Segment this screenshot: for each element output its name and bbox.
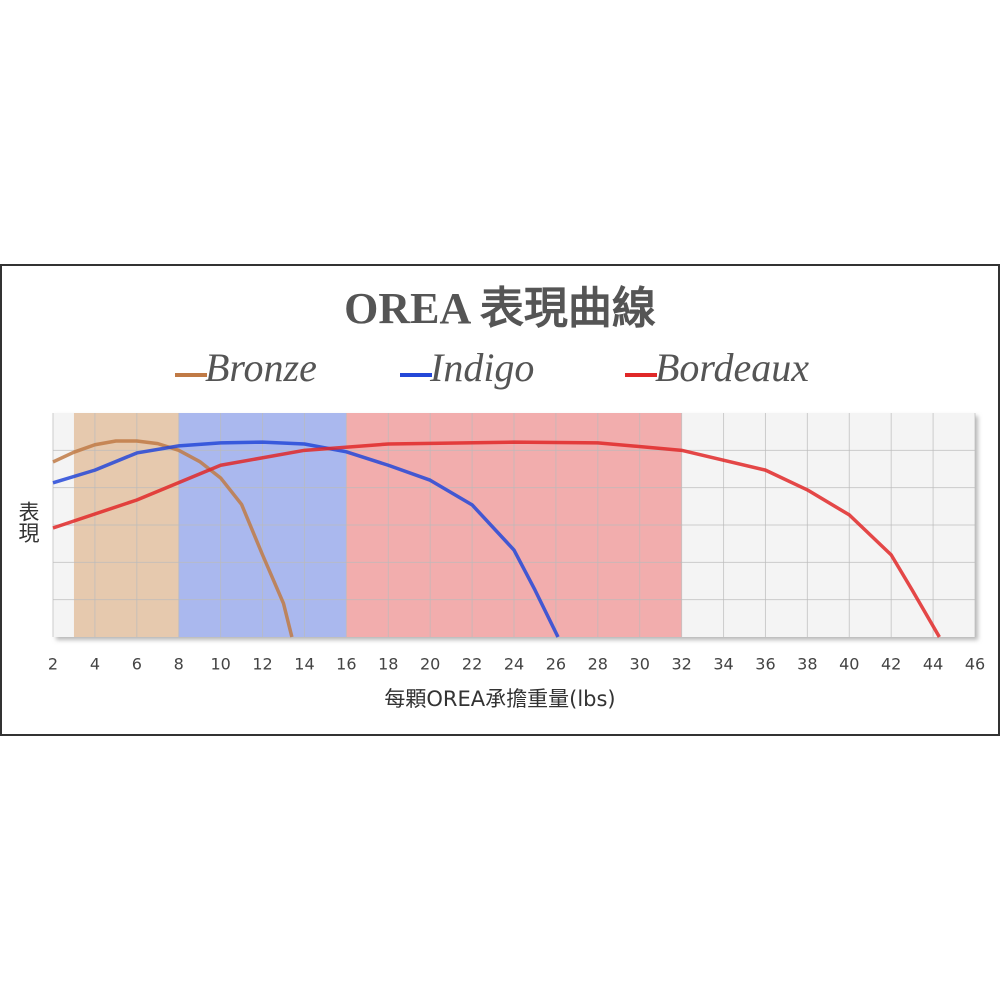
x-tick-label: 30 [630, 655, 650, 674]
x-tick-label: 2 [48, 655, 58, 674]
y-axis-label: 表現 [16, 501, 40, 543]
legend-label: Bordeaux [655, 345, 809, 390]
legend-label: Indigo [429, 345, 534, 390]
x-tick-label: 4 [90, 655, 100, 674]
x-tick-label: 10 [210, 655, 230, 674]
legend-label: Bronze [205, 345, 317, 390]
x-tick-label: 8 [174, 655, 184, 674]
x-tick-label: 36 [755, 655, 775, 674]
chart-title: OREA 表現曲線 [344, 284, 656, 333]
x-tick-label: 22 [462, 655, 482, 674]
x-tick-label: 6 [132, 655, 142, 674]
x-tick-label: 34 [713, 655, 733, 674]
x-tick-label: 26 [546, 655, 566, 674]
x-tick-label: 24 [504, 655, 524, 674]
x-tick-label: 46 [965, 655, 985, 674]
x-tick-label: 12 [252, 655, 272, 674]
x-tick-label: 32 [671, 655, 691, 674]
x-tick-label: 42 [881, 655, 901, 674]
x-tick-label: 18 [378, 655, 398, 674]
x-tick-label: 44 [923, 655, 943, 674]
series-line [52, 439, 294, 638]
x-tick-label: 20 [420, 655, 440, 674]
x-tick-label: 16 [336, 655, 356, 674]
x-tick-label: 14 [294, 655, 314, 674]
x-tick-label: 28 [588, 655, 608, 674]
x-axis-label: 每顆OREA承擔重量(lbs) [384, 687, 615, 711]
series-line [52, 440, 941, 638]
x-tick-label: 40 [839, 655, 859, 674]
x-tick-label: 38 [797, 655, 817, 674]
